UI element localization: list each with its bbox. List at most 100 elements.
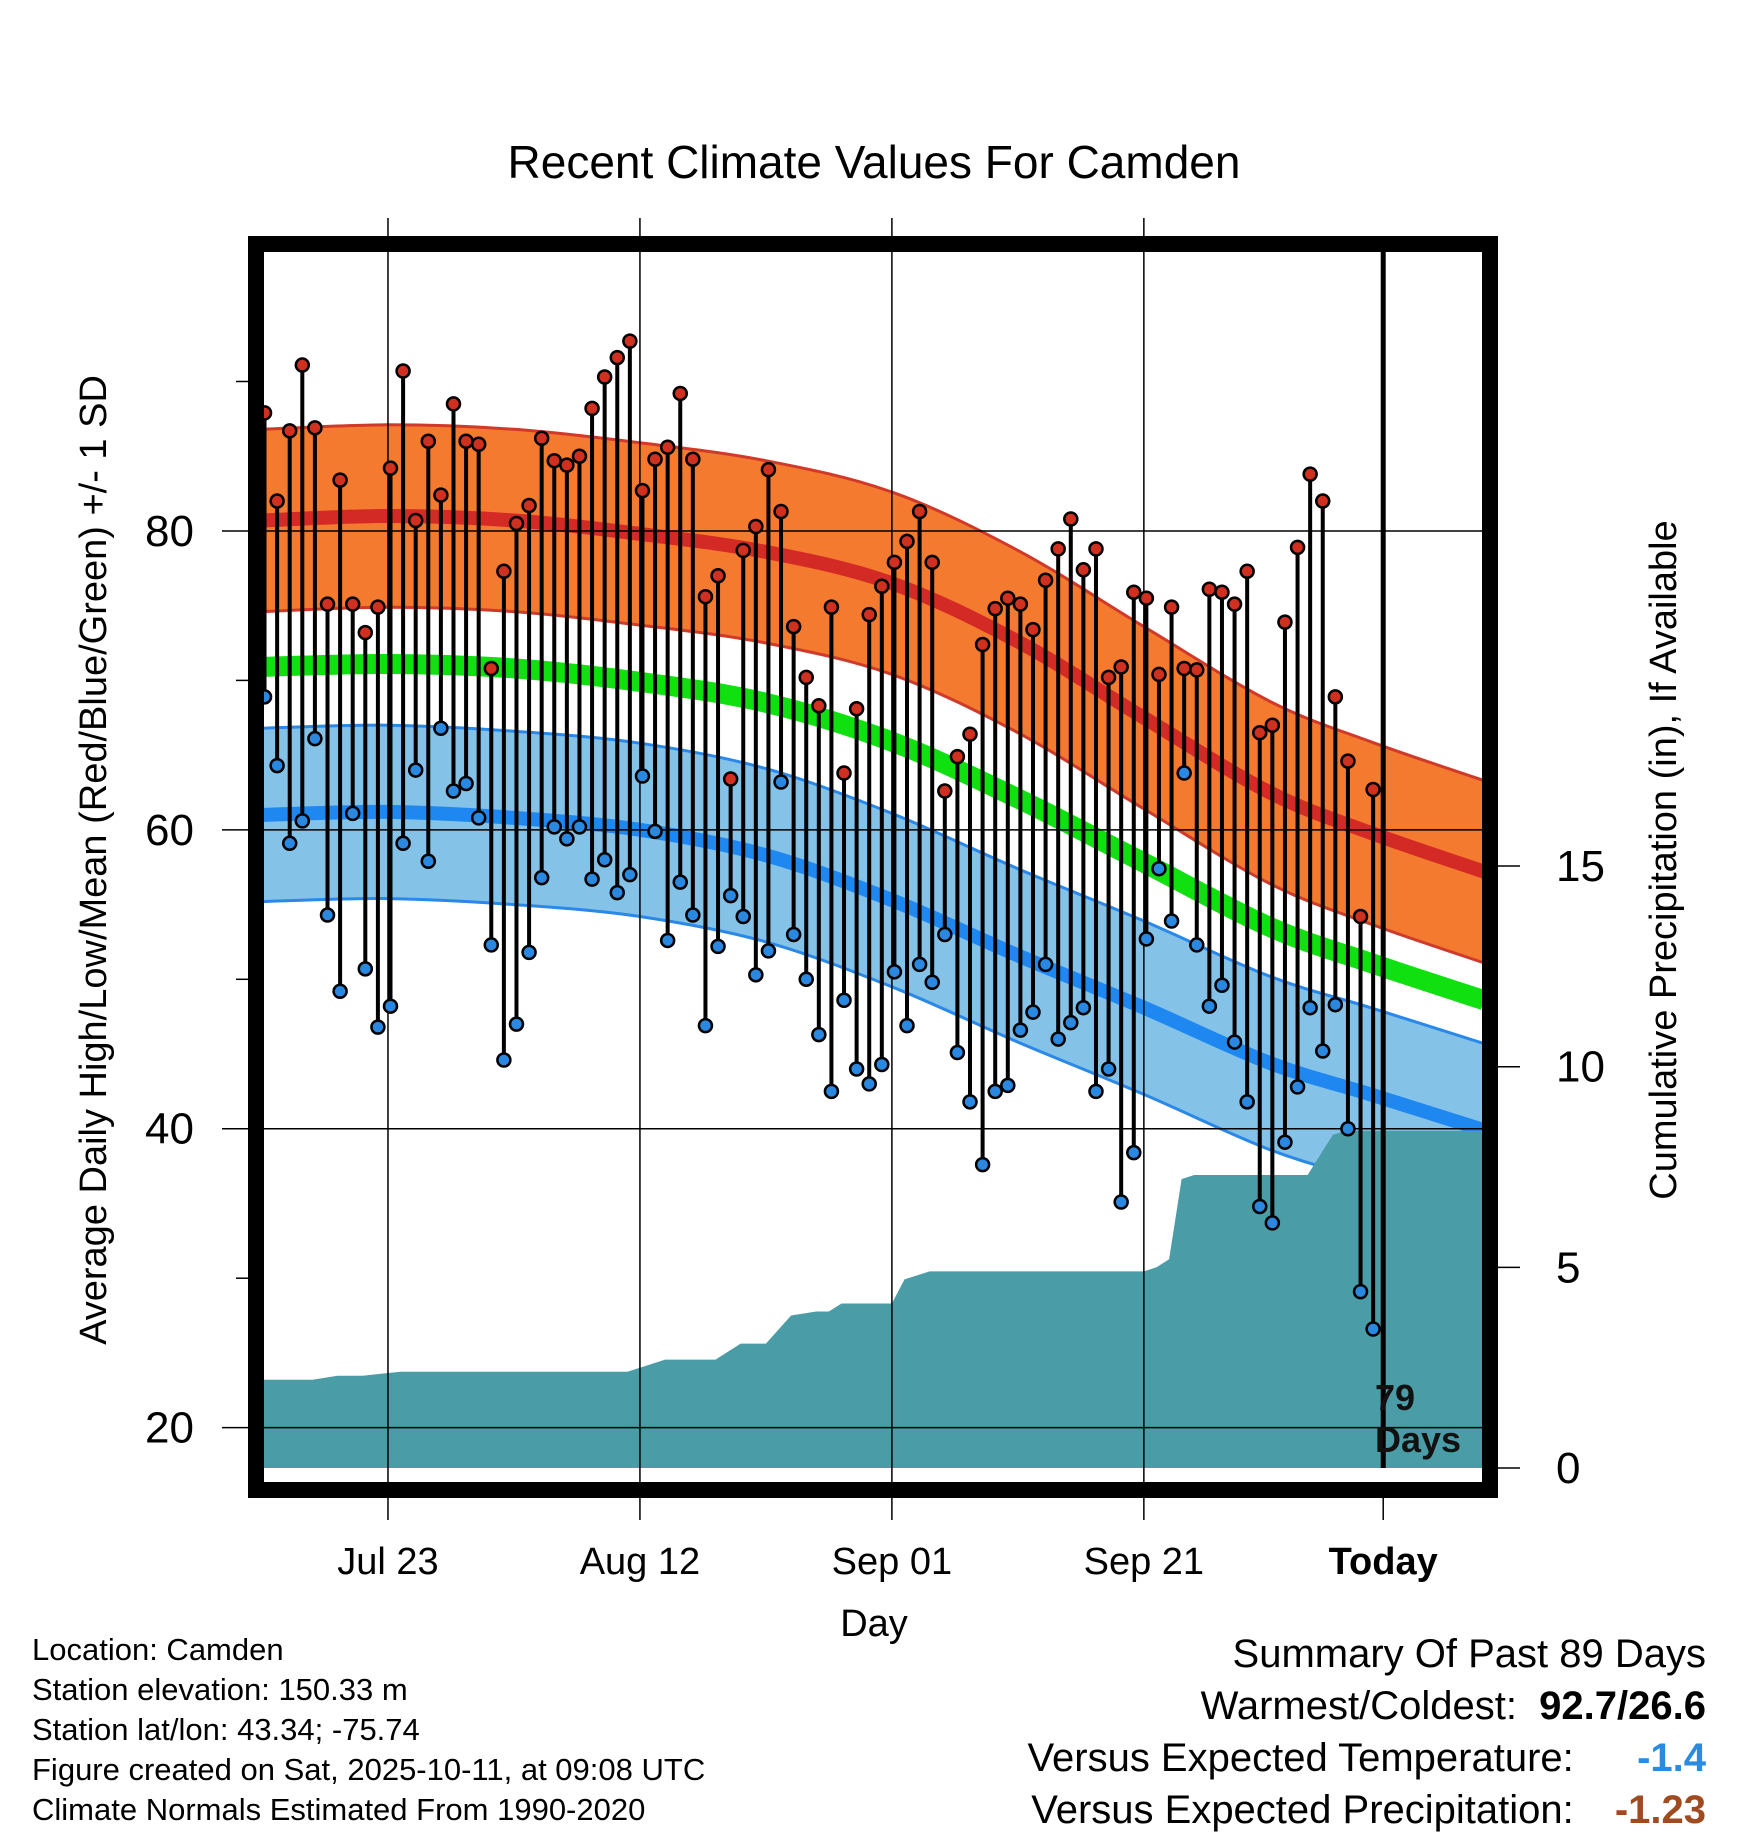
x-tick-label: Aug 12	[580, 1541, 700, 1583]
daily-low-point	[1252, 1198, 1268, 1215]
created-text: Figure created on Sat, 2025-10-11, at 09…	[32, 1752, 706, 1787]
daily-low-point	[1037, 956, 1054, 973]
daily-high-point	[370, 599, 386, 615]
daily-low-point	[1289, 1079, 1306, 1095]
daily-high-point	[748, 518, 764, 535]
x-tick-label: Sep 21	[1084, 1541, 1204, 1583]
daily-low-point	[1314, 1043, 1331, 1059]
station-info: Location: Camden Station elevation: 150.…	[32, 1630, 705, 1830]
daily-low-point	[685, 907, 701, 923]
daily-low-point	[294, 813, 311, 829]
daily-high-point	[1277, 614, 1293, 630]
summary-panel: Summary Of Past 89 Days Warmest/Coldest:…	[1028, 1628, 1706, 1836]
daily-high-point	[1012, 596, 1029, 612]
axes: 20 40 60 80 0 5 10 15 Jul 23 Aug 12 Sep 01 Sep 21 To…	[145, 380, 1605, 1583]
daily-high-point	[433, 487, 449, 503]
daily-low-point	[357, 961, 374, 977]
daily-low-point	[1100, 1061, 1117, 1077]
daily-high-point	[559, 457, 575, 473]
daily-low-point	[1025, 1004, 1041, 1020]
normals-text: Climate Normals Estimated From 1990-2020	[32, 1792, 646, 1827]
daily-high-point	[710, 568, 726, 584]
daily-high-point	[395, 363, 411, 379]
daily-low-point	[281, 835, 298, 852]
daily-low-point	[1113, 1194, 1129, 1210]
daily-high-point	[760, 461, 777, 478]
daily-high-point	[811, 698, 827, 714]
daily-low-point	[470, 810, 487, 826]
daily-low-point	[622, 866, 638, 883]
daily-low-point	[1226, 1034, 1243, 1050]
daily-low-point	[420, 853, 437, 869]
daily-high-point	[949, 748, 966, 765]
chart-title: Recent Climate Values For Camden	[508, 136, 1241, 188]
daily-low-point	[823, 1083, 840, 1100]
daily-high-point	[1214, 584, 1230, 600]
warm-cold-label: Warmest/Coldest:	[1200, 1684, 1517, 1728]
daily-low-point	[344, 805, 361, 822]
daily-high-point	[1252, 724, 1268, 741]
daily-high-point	[269, 493, 285, 509]
daily-high-point	[962, 726, 978, 742]
daily-high-point	[521, 497, 537, 514]
y-tick-label: 60	[145, 806, 194, 855]
daily-low-point	[773, 774, 789, 790]
daily-high-point	[1100, 669, 1117, 686]
daily-low-point	[1126, 1144, 1142, 1161]
y2-tick-label: 5	[1556, 1243, 1580, 1292]
daily-high-point	[596, 369, 613, 385]
daily-low-point	[596, 851, 613, 868]
daily-high-point	[1352, 908, 1369, 925]
daily-high-point	[1314, 493, 1331, 509]
daily-low-point	[785, 926, 802, 943]
daily-high-point	[911, 503, 928, 520]
daily-high-point	[508, 515, 525, 532]
daily-high-point	[319, 596, 336, 612]
daily-low-point	[571, 819, 588, 835]
daily-high-point	[382, 460, 399, 476]
daily-low-point	[659, 932, 676, 949]
x-axis-label: Day	[840, 1603, 908, 1645]
summary-warm-cold: Warmest/Coldest: 92.7/26.6	[1028, 1680, 1706, 1732]
daily-high-point	[1365, 781, 1381, 798]
daily-low-point	[1063, 1014, 1079, 1031]
daily-low-point	[445, 783, 462, 799]
daily-high-point	[1264, 717, 1281, 733]
daily-high-point	[899, 533, 915, 550]
daily-high-point	[773, 503, 789, 520]
daily-high-point	[332, 472, 348, 488]
daily-low-point	[1201, 998, 1218, 1014]
summary-temp: Versus Expected Temperature: -1.4	[1028, 1732, 1706, 1784]
daily-low-point	[1138, 931, 1155, 947]
daily-low-point	[1302, 999, 1318, 1016]
daily-high-point	[974, 636, 991, 653]
daily-low-point	[987, 1083, 1003, 1100]
daily-high-point	[722, 771, 739, 787]
x-tick-label: Today	[1329, 1541, 1438, 1583]
daily-low-point	[609, 884, 626, 901]
daily-low-point	[1088, 1083, 1104, 1100]
daily-low-point	[937, 926, 953, 943]
daily-high-point	[874, 578, 890, 594]
daily-high-point	[584, 400, 600, 417]
daily-high-point	[609, 349, 626, 366]
daily-low-point	[634, 768, 651, 784]
daily-low-point	[521, 944, 537, 961]
daily-high-point	[1075, 562, 1092, 578]
daily-high-point	[420, 433, 437, 450]
daily-low-point	[1239, 1094, 1255, 1110]
daily-high-point	[496, 563, 512, 580]
daily-low-point	[546, 819, 563, 835]
daily-low-point	[1352, 1283, 1369, 1300]
daily-low-point	[722, 887, 739, 904]
daily-low-point	[508, 1016, 525, 1032]
daily-low-point	[407, 762, 424, 778]
daily-range-stems	[262, 341, 1376, 1330]
daily-low-point	[1365, 1321, 1381, 1337]
daily-low-point	[798, 971, 814, 988]
y-axis-label: Average Daily High/Low/Mean (Red/Blue/Gr…	[73, 375, 115, 1345]
daily-low-point	[886, 964, 903, 980]
daily-high-point	[622, 333, 638, 349]
temp-label: Versus Expected Temperature:	[1027, 1736, 1574, 1780]
plot-border	[248, 236, 1498, 1498]
